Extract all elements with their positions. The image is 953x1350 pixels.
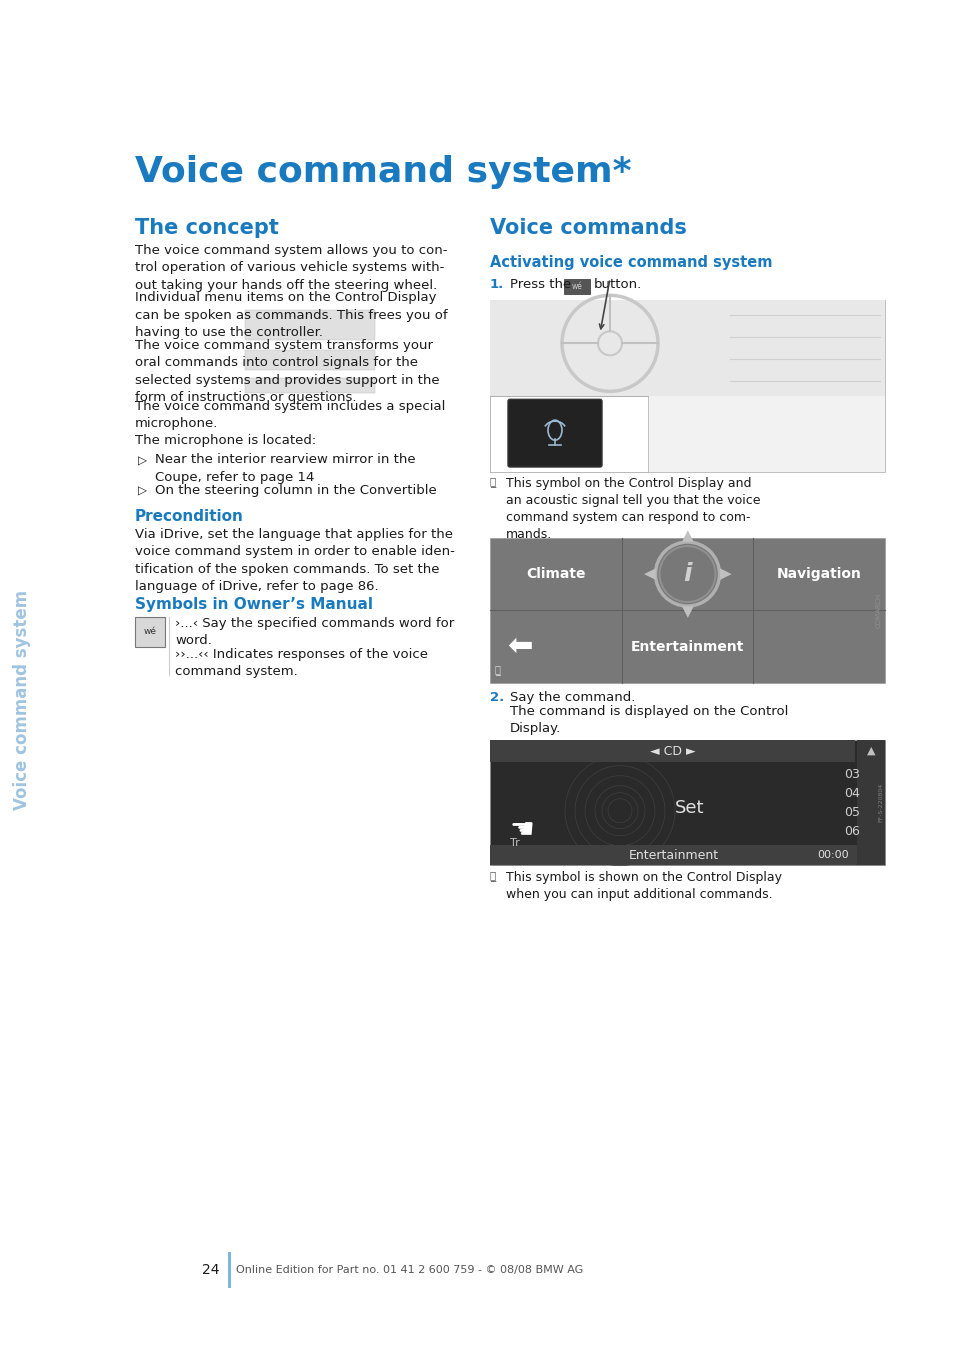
Ellipse shape (547, 420, 561, 440)
Text: This symbol on the Control Display and
an acoustic signal tell you that the voic: This symbol on the Control Display and a… (505, 477, 760, 541)
Text: Voice commands: Voice commands (490, 217, 686, 238)
Text: 24: 24 (202, 1264, 220, 1277)
Bar (490, 537, 884, 683)
Text: ▼: ▼ (680, 605, 693, 620)
Text: ⩱̲: ⩱̲ (490, 871, 496, 882)
Text: 03: 03 (843, 768, 859, 782)
Text: ◀: ◀ (643, 567, 655, 582)
Text: COMARCH: COMARCH (875, 593, 882, 628)
Text: wé: wé (143, 628, 156, 636)
Text: The concept: The concept (135, 217, 278, 238)
Text: ☚: ☚ (509, 817, 534, 844)
Text: 04: 04 (843, 787, 859, 801)
Text: Via iDrive, set the language that applies for the
voice command system in order : Via iDrive, set the language that applie… (135, 528, 455, 593)
Text: 1.: 1. (490, 278, 504, 292)
Text: Entertainment: Entertainment (630, 640, 743, 653)
Text: Entertainment: Entertainment (628, 849, 718, 861)
Text: 06: 06 (843, 825, 859, 838)
Bar (856, 740, 884, 865)
Bar (490, 397, 647, 472)
Text: ⩱̲: ⩱̲ (495, 664, 500, 675)
Text: Symbols in Owner’s Manual: Symbols in Owner’s Manual (135, 597, 373, 612)
Text: Press the: Press the (510, 278, 571, 292)
FancyBboxPatch shape (135, 617, 165, 647)
Text: Individual menu items on the Control Display
can be spoken as commands. This fre: Individual menu items on the Control Dis… (135, 292, 447, 339)
Text: wé: wé (571, 282, 582, 292)
Bar (563, 279, 589, 294)
Text: 2.: 2. (490, 691, 504, 703)
Text: ⩱̲: ⩱̲ (490, 477, 496, 487)
Text: 05: 05 (843, 806, 859, 819)
Text: The microphone is located:: The microphone is located: (135, 433, 315, 447)
Text: ››...‹‹ Indicates responses of the voice
command system.: ››...‹‹ Indicates responses of the voice… (174, 648, 428, 678)
Bar (490, 740, 854, 763)
Text: ▷: ▷ (138, 455, 147, 467)
Text: Say the command.: Say the command. (510, 691, 635, 703)
Text: Navigation: Navigation (776, 567, 861, 580)
Bar (245, 310, 375, 340)
Text: The command is displayed on the Control
Display.: The command is displayed on the Control … (510, 705, 787, 736)
Text: The voice command system includes a special
microphone.: The voice command system includes a spec… (135, 400, 445, 431)
Text: Voice command system*: Voice command system* (135, 155, 631, 189)
Text: Voice command system: Voice command system (13, 590, 30, 810)
Bar (490, 300, 884, 472)
Text: ▲: ▲ (680, 529, 693, 544)
Text: ›...‹ Say the specified commands word for
word.: ›...‹ Say the specified commands word fo… (174, 617, 454, 648)
Text: ▶: ▶ (719, 567, 731, 582)
Text: Tr: Tr (510, 838, 519, 848)
Text: Set: Set (675, 799, 704, 817)
Text: FF-S-220804: FF-S-220804 (877, 783, 882, 822)
Bar (245, 350, 375, 370)
Bar (490, 845, 856, 865)
Text: Climate: Climate (525, 567, 585, 580)
Text: ◄ CD ►: ◄ CD ► (649, 745, 695, 757)
Text: The voice command system transforms your
oral commands into control signals for : The voice command system transforms your… (135, 339, 439, 404)
Text: Precondition: Precondition (135, 509, 244, 524)
Text: On the steering column in the Convertible: On the steering column in the Convertibl… (154, 485, 436, 497)
FancyBboxPatch shape (507, 400, 601, 467)
Text: 00:00: 00:00 (817, 850, 848, 860)
Text: Online Edition for Part no. 01 41 2 600 759 - © 08/08 BMW AG: Online Edition for Part no. 01 41 2 600 … (235, 1265, 582, 1274)
Text: Activating voice command system: Activating voice command system (490, 255, 772, 270)
Text: i: i (682, 562, 691, 586)
Text: The voice command system allows you to con-
trol operation of various vehicle sy: The voice command system allows you to c… (135, 244, 447, 292)
Text: ⬅: ⬅ (507, 632, 532, 662)
Text: This symbol is shown on the Control Display
when you can input additional comman: This symbol is shown on the Control Disp… (505, 871, 781, 902)
Bar (245, 378, 375, 393)
Bar (490, 740, 884, 865)
Text: button.: button. (594, 278, 641, 292)
Bar (228, 1251, 231, 1288)
Text: Near the interior rearview mirror in the
Coupe, refer to page 14: Near the interior rearview mirror in the… (154, 454, 416, 483)
Text: ▷: ▷ (138, 485, 147, 498)
Bar (490, 300, 884, 397)
Text: ▲: ▲ (866, 745, 874, 755)
